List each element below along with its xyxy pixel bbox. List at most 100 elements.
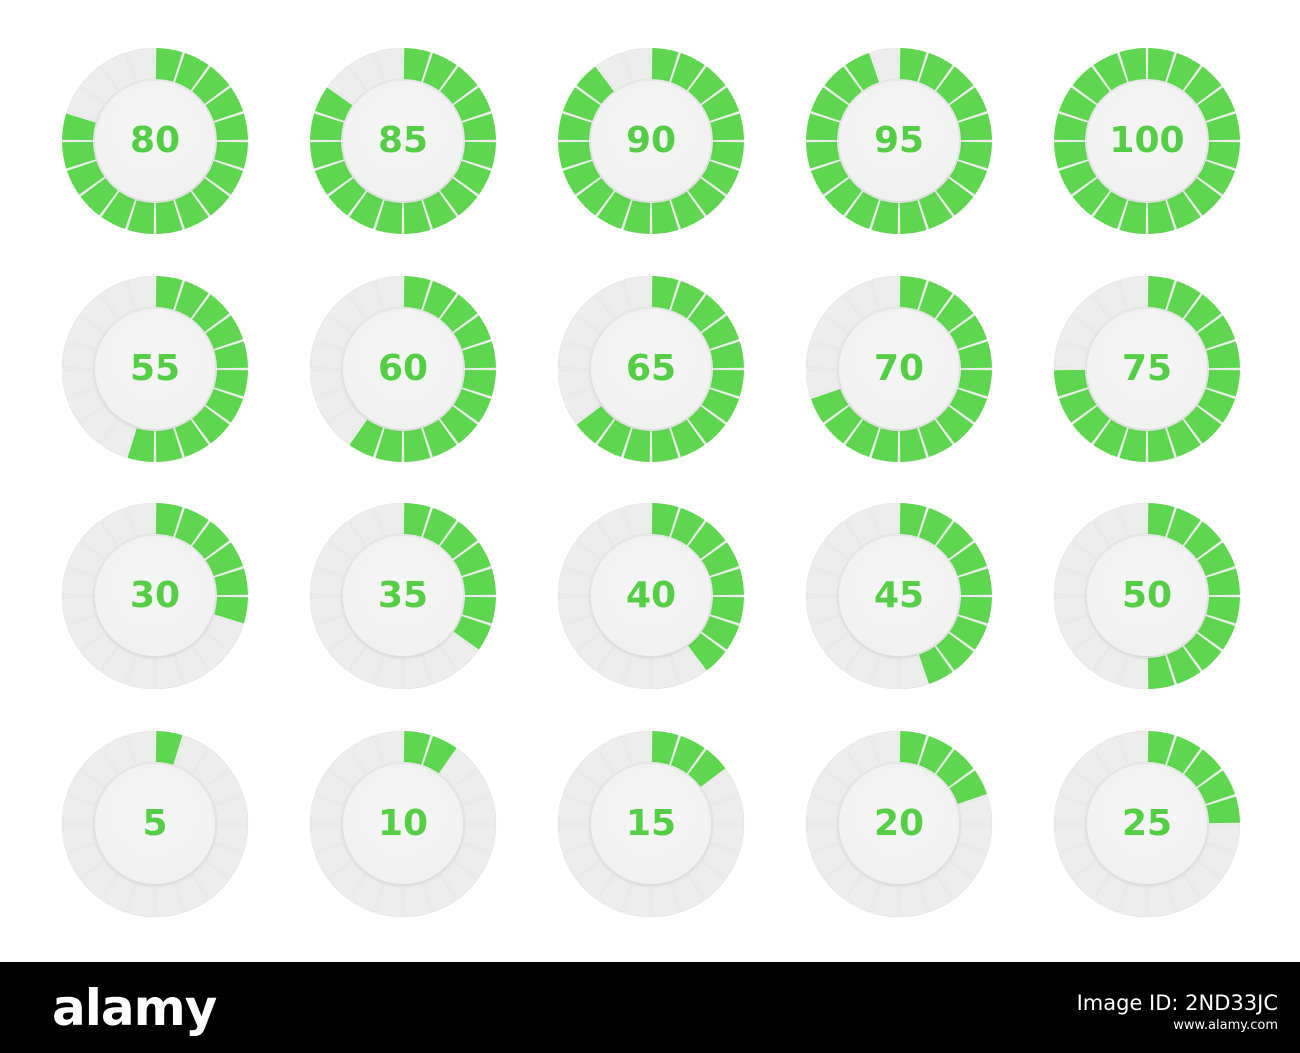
ring-segment-empty: [66, 843, 105, 879]
ring-segment-filled: [899, 48, 927, 82]
ring-segment-filled: [958, 369, 992, 397]
ring-segment-empty: [1072, 294, 1111, 333]
ring-segment-filled: [845, 52, 880, 91]
ring-segment-filled: [403, 276, 431, 310]
ring-segment-empty: [1053, 824, 1089, 852]
ring-segment-empty: [701, 843, 740, 879]
ring-segment-filled: [214, 568, 248, 596]
ring-segment-empty: [557, 369, 593, 397]
ring-segment-filled: [440, 521, 478, 559]
ring-segment-filled: [1072, 178, 1110, 216]
ring-center-disc: [95, 81, 215, 201]
progress-ring-75: 75: [1053, 275, 1240, 462]
ring-segment-empty: [1119, 502, 1147, 538]
ring-segment-empty: [1092, 735, 1128, 774]
percent-label: 70: [874, 348, 924, 389]
percent-label: 40: [626, 575, 676, 616]
ring-segment-empty: [80, 405, 119, 444]
ring-segment-filled: [1206, 341, 1240, 369]
ring-segment-filled: [918, 419, 953, 458]
ring-segment-filled: [918, 507, 953, 546]
ring-segment-filled: [936, 406, 974, 444]
ring-segment-filled: [1184, 749, 1222, 787]
ring-center-disc: [95, 764, 215, 884]
ring-segment-filled: [958, 341, 992, 369]
ring-segment-filled: [558, 141, 592, 169]
ring-segment-filled: [1119, 200, 1147, 234]
ring-segment-empty: [348, 52, 384, 91]
ring-segment-empty: [623, 730, 651, 766]
ring-segment-empty: [576, 749, 615, 788]
ring-segment-empty: [899, 654, 927, 690]
ring-segment-filled: [710, 596, 744, 624]
ring-segment-filled: [1166, 52, 1201, 91]
ring-segment-filled: [440, 406, 478, 444]
ring-segment-empty: [61, 596, 97, 624]
ring-segment-filled: [1197, 315, 1236, 350]
ring-segment-filled: [1197, 87, 1236, 122]
ring-segment-filled: [651, 276, 679, 310]
ring-segment-filled: [824, 406, 862, 444]
ring-segment-filled: [918, 52, 953, 91]
ring-center-disc: [591, 81, 711, 201]
ring-segment-filled: [101, 191, 136, 230]
ring-segment-empty: [1197, 843, 1236, 879]
ring-segment-empty: [562, 843, 601, 879]
ring-segment-empty: [957, 824, 993, 852]
ring-segment-filled: [214, 369, 248, 397]
ring-segment-empty: [127, 275, 155, 311]
ring-segment-filled: [1166, 646, 1201, 685]
ring-segment-filled: [1119, 48, 1147, 82]
ring-segment-empty: [100, 419, 136, 458]
ring-segment-filled: [1093, 52, 1128, 91]
ring-segment-empty: [557, 568, 593, 596]
ring-segment-filled: [871, 200, 899, 234]
percent-label: 50: [1122, 575, 1172, 616]
ring-segment-filled: [623, 200, 651, 234]
ring-segment-empty: [576, 860, 615, 899]
ring-segment-empty: [871, 502, 899, 538]
ring-segment-empty: [80, 860, 119, 899]
ring-segment-empty: [918, 874, 954, 913]
ring-segment-empty: [1092, 874, 1128, 913]
ring-segment-empty: [328, 294, 367, 333]
ring-segment-empty: [701, 769, 740, 805]
ring-segment-empty: [596, 52, 632, 91]
ring-center-disc: [95, 309, 215, 429]
ring-segment-filled: [1206, 369, 1240, 397]
ring-segment-empty: [422, 646, 458, 685]
ring-segment-filled: [453, 160, 492, 195]
ring-segment-empty: [314, 843, 353, 879]
progress-ring-15: 15: [557, 730, 745, 918]
ring-segment-empty: [670, 646, 706, 685]
ring-segment-filled: [155, 503, 183, 537]
percent-label: 95: [874, 120, 924, 161]
ring-segment-filled: [1166, 191, 1201, 230]
ring-segment-filled: [1147, 48, 1175, 82]
ring-segment-filled: [155, 200, 183, 234]
ring-segment-filled: [562, 160, 601, 195]
percent-label: 75: [1122, 348, 1172, 389]
ring-segment-empty: [1072, 521, 1111, 560]
ring-segment-filled: [845, 419, 880, 458]
ring-segment-empty: [824, 294, 863, 333]
ring-segment-empty: [66, 314, 105, 350]
percent-label: 80: [130, 120, 180, 161]
ring-segment-filled: [192, 178, 230, 216]
ring-segment-empty: [899, 882, 927, 918]
image-id-text: Image ID: 2ND33JC: [1076, 991, 1278, 1015]
ring-segment-filled: [701, 160, 740, 195]
ring-segment-empty: [328, 632, 367, 671]
ring-segment-empty: [810, 615, 849, 651]
ring-segment-empty: [844, 507, 880, 546]
percent-label: 20: [874, 803, 924, 844]
ring-segment-filled: [127, 200, 155, 234]
ring-segment-empty: [100, 52, 136, 91]
ring-segment-empty: [66, 388, 105, 424]
ring-segment-empty: [309, 568, 345, 596]
ring-segment-filled: [462, 141, 496, 169]
ring-center-disc: [1087, 309, 1207, 429]
ring-segment-filled: [174, 507, 209, 546]
ring-segment-filled: [214, 141, 248, 169]
ring-segment-empty: [375, 654, 403, 690]
